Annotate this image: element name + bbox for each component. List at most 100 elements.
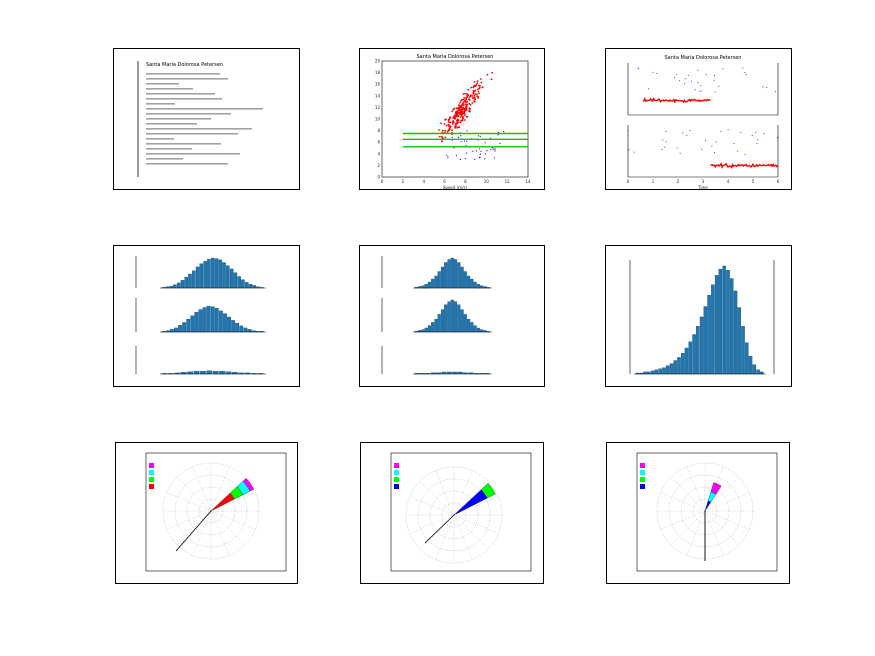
- ts-point: [694, 89, 696, 91]
- scatter-point: [463, 96, 466, 99]
- histogram-bar: [180, 372, 187, 375]
- ts-point: [775, 91, 777, 93]
- scatter-point: [465, 106, 468, 108]
- histogram-bar: [187, 371, 194, 375]
- scatter-point: [462, 107, 465, 110]
- legend-swatch: [640, 484, 645, 489]
- table-text-line: [146, 153, 240, 155]
- scatter-point: [465, 152, 467, 154]
- panel-histogram-stack-a: [113, 245, 300, 387]
- stats-table-figure: Santa Maria Dolorosa Petersen: [137, 61, 263, 177]
- scatter-point: [472, 91, 475, 94]
- legend-swatch: [394, 463, 399, 468]
- legend-swatch: [640, 470, 645, 475]
- y-tick-label: 4: [377, 151, 380, 156]
- scatter-point: [503, 131, 505, 133]
- table-text-line: [146, 143, 221, 145]
- scatter-point: [473, 81, 476, 83]
- histogram-bar: [673, 360, 677, 375]
- scatter-point: [473, 100, 476, 103]
- legend-swatch: [394, 477, 399, 482]
- histogram-bar: [244, 282, 249, 289]
- windrose-spoke: [176, 510, 212, 546]
- histogram-bar: [669, 363, 674, 375]
- histogram-bar: [184, 276, 189, 289]
- histogram-bar: [450, 257, 454, 289]
- histogram-bar: [441, 371, 447, 375]
- windrose-wedge: [243, 478, 255, 492]
- scatter-point: [453, 121, 455, 124]
- histogram-bar: [452, 371, 458, 375]
- scatter-point: [471, 102, 474, 104]
- histogram-bar: [446, 371, 452, 375]
- table-text-line: [146, 88, 193, 90]
- ts-point: [701, 90, 703, 92]
- scatter-point: [476, 95, 479, 97]
- table-text-line: [146, 83, 179, 85]
- ts-point: [776, 137, 778, 138]
- histogram-bar: [684, 347, 689, 375]
- y-tick-label: 20: [375, 59, 381, 64]
- scatter-point: [491, 71, 494, 74]
- scatter-point: [438, 135, 441, 138]
- ts-point: [740, 132, 742, 133]
- scatter-xlabel: Speed (m/s): [443, 185, 468, 190]
- scatter-point: [472, 89, 475, 92]
- scatter-axes: [381, 60, 529, 178]
- legend-swatch: [640, 463, 645, 468]
- scatter-point: [464, 92, 466, 95]
- windrose-wedge: [210, 492, 235, 512]
- windrose-spoke: [453, 496, 499, 516]
- table-text-line: [146, 103, 175, 105]
- histogram-bar: [235, 322, 240, 333]
- histogram-bar: [760, 371, 764, 375]
- table-text-line: [146, 163, 228, 165]
- histogram-bar: [214, 308, 219, 333]
- legend-swatch: [394, 470, 399, 475]
- histogram-bar: [207, 259, 211, 289]
- scatter-point: [457, 119, 460, 122]
- histogram-bar: [231, 320, 236, 333]
- y-tick-label: 2: [377, 163, 380, 168]
- histogram-stack-a-figure: [135, 256, 266, 375]
- histogram-bar: [182, 322, 187, 333]
- histogram-bar: [427, 281, 431, 289]
- ts-point: [744, 154, 746, 156]
- table-text-line: [146, 73, 220, 75]
- ts-point: [705, 74, 707, 76]
- windrose-spoke: [453, 480, 489, 516]
- scatter-point: [440, 122, 442, 125]
- timeseries-xlabel: Time: [697, 185, 708, 190]
- legend-swatch: [149, 477, 154, 482]
- histogram-bar: [722, 265, 726, 375]
- histogram-bar: [665, 365, 670, 375]
- windrose-spoke: [192, 510, 212, 556]
- windrose-spoke: [453, 514, 489, 550]
- histogram-bar: [252, 285, 257, 289]
- scatter-point: [464, 114, 466, 117]
- histogram-bar: [427, 325, 431, 333]
- histogram-bar: [463, 271, 467, 289]
- windrose-a-figure: [145, 452, 287, 572]
- scatter-point: [445, 124, 448, 127]
- histogram-bar: [202, 307, 207, 333]
- scatter-point: [466, 140, 468, 142]
- histogram-bar: [222, 262, 226, 289]
- windrose-spoke: [660, 492, 706, 512]
- windrose-wedge: [704, 500, 712, 512]
- histogram-bar: [227, 316, 231, 333]
- windrose-spoke: [210, 466, 230, 512]
- panel-windrose-a: [115, 442, 298, 584]
- table-title: Santa Maria Dolorosa Petersen: [146, 62, 223, 68]
- ts-point: [762, 86, 764, 88]
- scatter-point: [493, 148, 495, 150]
- histogram-bar: [457, 304, 461, 333]
- scatter-point: [448, 128, 450, 131]
- histogram-bar: [440, 309, 445, 333]
- histogram-bar: [169, 285, 173, 289]
- windrose-spoke: [704, 510, 740, 546]
- scatter-point: [497, 131, 500, 133]
- scatter-point: [454, 125, 457, 128]
- scatter-point: [459, 101, 461, 104]
- windrose-spoke: [453, 470, 473, 516]
